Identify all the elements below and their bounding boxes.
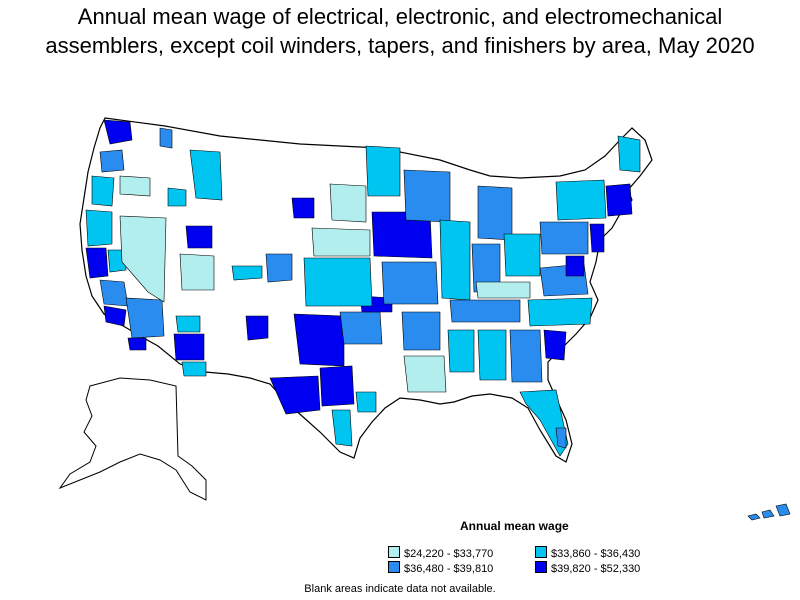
map-title-line-1: Annual mean wage of electrical, electron… [77, 4, 723, 29]
region-colorado [231, 265, 263, 281]
region-ohio [503, 233, 541, 277]
region-kansas [303, 257, 373, 307]
legend-title: Annual mean wage [460, 519, 569, 533]
region-georgia [509, 329, 543, 383]
region-maryland [565, 255, 585, 277]
region-spokane [159, 127, 173, 149]
blank-areas-note: Blank areas indicate data not available. [304, 583, 496, 595]
region-missouri [381, 261, 439, 305]
region-albuquerque [245, 315, 269, 341]
region-oregon-east [119, 175, 151, 197]
region-new-jersey [589, 223, 605, 253]
region-houston [355, 391, 377, 413]
legend-item-4: $39,820 - $52,330 [535, 561, 640, 576]
region-michigan [477, 185, 513, 241]
region-new-england [605, 183, 633, 217]
map-title-line-2: assemblers, except coil winders, tapers,… [45, 33, 755, 58]
region-mississippi [447, 329, 475, 373]
region-oklahoma [339, 311, 383, 345]
region-south-texas [331, 409, 353, 447]
region-utah [185, 225, 213, 249]
hawaii-island-1 [747, 513, 761, 521]
region-central-texas [319, 365, 355, 407]
region-louisiana [403, 355, 447, 393]
region-phoenix [173, 333, 205, 361]
region-san-diego [127, 337, 147, 351]
legend-item-3: $36,480 - $39,810 [388, 561, 493, 576]
region-north-carolina [527, 297, 593, 327]
legend-label-4: $39,820 - $52,330 [551, 563, 641, 575]
region-minnesota [365, 145, 401, 197]
region-oregon-west [91, 175, 115, 207]
region-kentucky [475, 281, 531, 299]
region-boise [167, 187, 187, 207]
legend-item-2: $33,860 - $36,430 [535, 546, 640, 561]
region-wyoming [291, 197, 315, 219]
legend-label-2: $33,860 - $36,430 [551, 548, 641, 560]
region-maine [617, 135, 641, 173]
region-northern-california [85, 209, 113, 247]
region-idaho [189, 149, 223, 201]
region-arizona-north [175, 315, 201, 333]
legend-label-1: $24,220 - $33,770 [404, 548, 494, 560]
region-wisconsin [403, 169, 451, 223]
region-pennsylvania [539, 221, 589, 255]
legend-swatch-1 [388, 546, 400, 558]
region-florida [519, 389, 569, 457]
region-tucson [181, 361, 207, 377]
region-southern-california [125, 297, 165, 339]
alaska-outline [58, 377, 207, 501]
region-illinois [439, 219, 471, 301]
region-colorado-front [265, 253, 293, 283]
region-alabama [477, 329, 507, 381]
region-nevada [119, 215, 167, 303]
region-west-texas [269, 375, 321, 415]
region-seattle [103, 119, 133, 145]
region-bay-area [85, 247, 109, 279]
hawaii-island-3 [775, 503, 791, 517]
region-los-angeles [103, 305, 127, 327]
region-florida-south [555, 427, 567, 449]
region-utah-south [179, 253, 215, 291]
region-arkansas [401, 311, 441, 351]
legend-label-3: $36,480 - $39,810 [404, 563, 494, 575]
legend-swatch-2 [535, 546, 547, 558]
legend-swatch-4 [535, 561, 547, 573]
legend-item-1: $24,220 - $33,770 [388, 546, 493, 561]
region-south-carolina [543, 329, 567, 361]
hawaii-island-2 [761, 509, 775, 519]
legend-swatch-3 [388, 561, 400, 573]
region-texas-panhandle [293, 313, 345, 367]
region-nebraska [311, 227, 371, 257]
region-tennessee [449, 299, 521, 323]
region-dakotas [329, 183, 367, 223]
region-central-valley [99, 279, 129, 307]
region-portland [99, 149, 125, 173]
region-new-york [555, 179, 607, 221]
map-title: Annual mean wage of electrical, electron… [0, 2, 800, 60]
